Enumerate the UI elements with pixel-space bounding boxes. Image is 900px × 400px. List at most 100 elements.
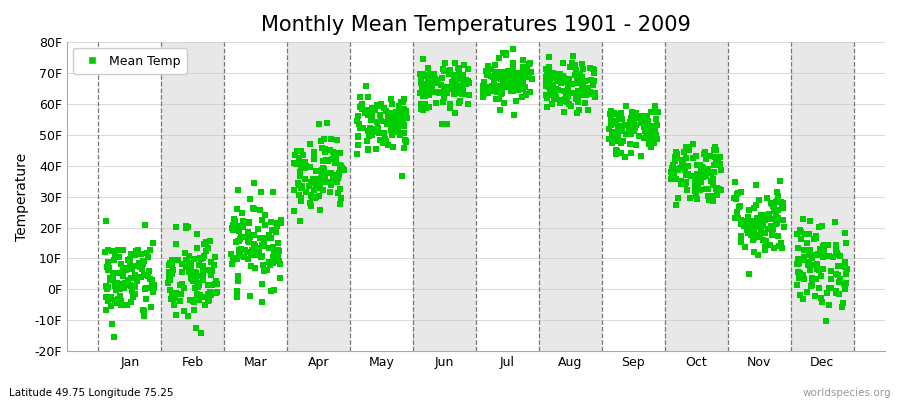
Point [632, 115, 646, 122]
Point [666, 172, 680, 178]
Point [328, 172, 343, 178]
Point [628, 142, 643, 148]
Point [350, 118, 365, 124]
Point [809, 235, 824, 241]
Point [807, 236, 822, 242]
Point [605, 139, 619, 146]
Point [741, 222, 755, 228]
Point [502, 79, 517, 85]
Point [808, 293, 823, 299]
Point [127, 275, 141, 281]
Point [358, 108, 373, 115]
Point [575, 74, 590, 80]
Point [498, 78, 512, 85]
Point [495, 83, 509, 90]
Point [802, 259, 816, 266]
Point [452, 67, 466, 74]
Point [611, 132, 625, 138]
Point [576, 66, 590, 72]
Point [397, 130, 411, 136]
Point [504, 88, 518, 95]
Point [107, 297, 122, 303]
Point [694, 175, 708, 182]
Point [538, 65, 553, 72]
Point [770, 215, 785, 221]
Point [540, 104, 554, 110]
Point [476, 79, 491, 86]
Point [642, 123, 656, 129]
Point [147, 240, 161, 246]
Point [412, 90, 427, 96]
Point [816, 246, 831, 252]
Point [288, 151, 302, 158]
Point [637, 124, 652, 130]
Point [760, 194, 774, 201]
Point [454, 91, 469, 97]
Title: Monthly Mean Temperatures 1901 - 2009: Monthly Mean Temperatures 1901 - 2009 [261, 15, 691, 35]
Point [101, 284, 115, 290]
Point [399, 138, 413, 145]
Point [810, 261, 824, 268]
Point [542, 84, 556, 90]
Point [272, 257, 286, 264]
Point [646, 123, 661, 129]
Point [384, 132, 399, 139]
Point [604, 121, 618, 128]
Point [650, 122, 664, 128]
Point [832, 276, 847, 283]
Point [480, 71, 494, 77]
Point [586, 66, 600, 73]
Point [796, 272, 810, 278]
Point [816, 242, 831, 249]
Point [397, 106, 411, 112]
Point [355, 101, 369, 108]
Point [455, 81, 470, 87]
Point [703, 153, 717, 160]
Point [790, 231, 805, 237]
Bar [287, 42, 350, 351]
Point [187, 299, 202, 306]
Point [446, 86, 461, 92]
Point [293, 185, 308, 191]
Point [500, 52, 514, 58]
Point [371, 128, 385, 135]
Point [351, 113, 365, 119]
Point [384, 122, 399, 128]
Point [143, 276, 157, 282]
Point [642, 140, 656, 147]
Point [572, 87, 586, 94]
Point [292, 191, 306, 198]
Point [133, 262, 148, 269]
Point [517, 64, 531, 70]
Point [111, 296, 125, 302]
Point [259, 235, 274, 241]
Point [562, 80, 577, 87]
Point [201, 267, 215, 273]
Point [815, 265, 830, 272]
Point [611, 137, 625, 144]
Point [99, 218, 113, 224]
Point [576, 83, 590, 90]
Point [673, 165, 688, 172]
Point [776, 217, 790, 223]
Point [812, 224, 826, 230]
Point [313, 207, 328, 214]
Point [557, 108, 572, 115]
Point [230, 223, 244, 230]
Point [688, 193, 703, 199]
Point [572, 76, 586, 82]
Point [380, 121, 394, 128]
Point [241, 220, 256, 226]
Point [169, 224, 184, 230]
Point [624, 121, 638, 127]
Point [578, 78, 592, 84]
Point [361, 147, 375, 154]
Point [737, 222, 751, 229]
Point [313, 174, 328, 181]
Point [242, 239, 256, 246]
Point [517, 70, 531, 76]
Point [330, 190, 345, 196]
Point [765, 203, 779, 210]
Point [555, 73, 570, 79]
Point [195, 263, 210, 270]
